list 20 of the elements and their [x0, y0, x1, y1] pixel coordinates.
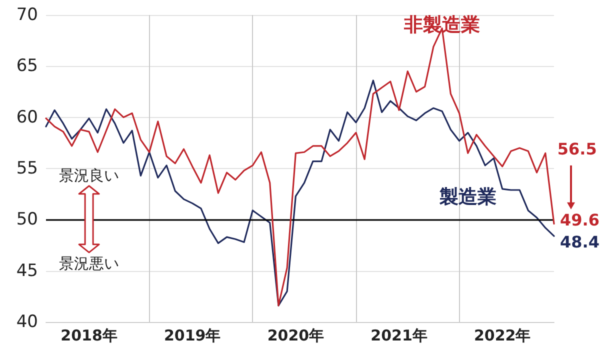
x-tick-label: 2020年: [267, 326, 324, 344]
series-label: 非製造業: [403, 14, 480, 36]
y-tick-label: 65: [16, 56, 38, 76]
x-tick-label: 2019年: [164, 326, 221, 344]
data-label: 49.6: [560, 210, 600, 230]
y-tick-label: 55: [16, 158, 38, 178]
x-tick-label: 2021年: [370, 326, 428, 344]
y-tick-label: 45: [16, 260, 38, 281]
x-tick-label: 2018年: [60, 326, 118, 344]
line-series: [45, 80, 555, 306]
x-tick-label: 2022年: [474, 326, 531, 344]
data-label: 48.4: [560, 232, 600, 252]
y-tick-label: 50: [16, 210, 38, 230]
series-label: 製造業: [438, 186, 496, 208]
data-label: 56.5: [557, 140, 597, 159]
annotation: 景況悪い: [59, 254, 120, 273]
y-tick-label: 60: [16, 107, 38, 128]
y-tick-label: 70: [16, 5, 38, 25]
y-tick-label: 40: [16, 312, 38, 332]
annotation: 景況良い: [59, 166, 120, 185]
